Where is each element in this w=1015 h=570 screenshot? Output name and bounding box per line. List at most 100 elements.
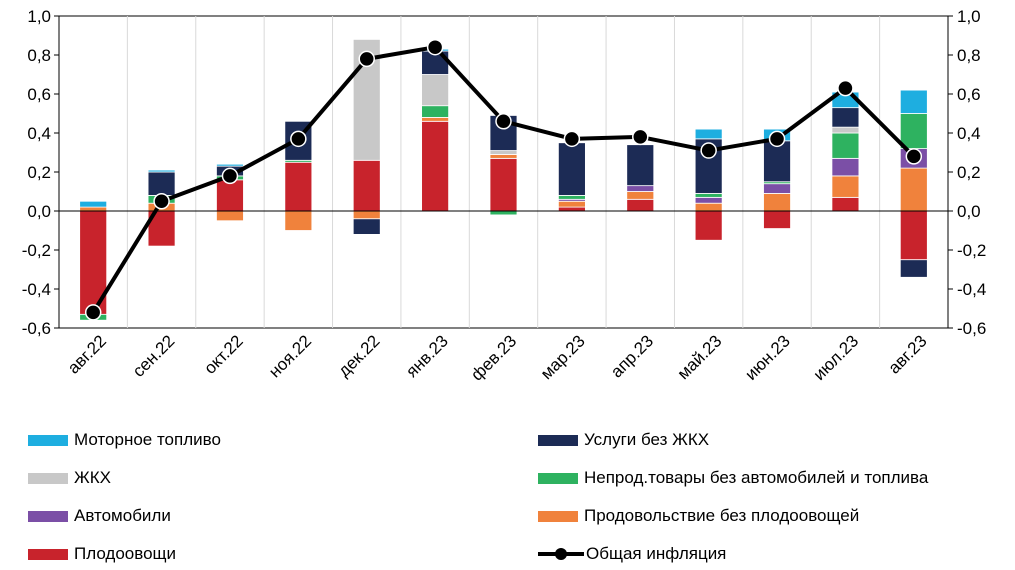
y-tick-label-left: -0,2 <box>22 241 51 260</box>
bar-segment-fruitveg <box>284 161 313 212</box>
inflation-point <box>563 130 581 148</box>
bar-segment-fruitveg <box>216 179 244 212</box>
y-tick-label-left: 0,6 <box>27 85 51 104</box>
legend-label-food: Продовольствие без плодоовощей <box>584 506 860 525</box>
legend-swatch-services <box>538 434 578 446</box>
bar-segment-services <box>626 144 655 187</box>
legend-label-autos: Автомобили <box>74 506 171 525</box>
legend-item-fruitveg: Плодоовощи <box>28 544 176 564</box>
x-tick-label: янв.23 <box>402 331 452 381</box>
bar-segment-autos <box>626 185 655 192</box>
y-tick-label-right: -0,2 <box>957 241 986 260</box>
inflation-point <box>768 130 786 148</box>
bar-segment-fruitveg <box>489 157 518 212</box>
x-tick-label: авг.22 <box>64 331 110 377</box>
x-tick-label: апр.23 <box>607 331 657 381</box>
x-tick-label: фев.23 <box>467 331 520 384</box>
inflation-point <box>221 167 239 185</box>
legend-label-nonfood: Непрод.товары без автомобилей и топлива <box>584 468 929 487</box>
y-tick-label-left: -0,6 <box>22 319 51 338</box>
x-tick-label: дек.22 <box>334 331 383 380</box>
bar-segment-autos <box>831 157 860 177</box>
inflation-point <box>837 79 854 97</box>
bar-segment-food <box>421 117 450 122</box>
y-tick-label-right: -0,6 <box>957 319 986 338</box>
y-tick-label-left: 0,2 <box>27 163 51 182</box>
bar-segment-nonfood <box>489 210 518 216</box>
inflation-point <box>358 50 375 68</box>
bar-segment-nonfood <box>421 105 450 118</box>
x-tick-label: авг.23 <box>884 331 930 377</box>
bar-segment-autos <box>694 196 723 204</box>
bar-segment-services <box>147 171 176 196</box>
bar-segment-food <box>284 210 313 231</box>
legend-item-inflation: Общая инфляция <box>538 544 726 564</box>
legend-label-services: Услуги без ЖКХ <box>584 430 710 449</box>
x-tick-label: ноя.22 <box>265 331 315 381</box>
legend-item-fuel: Моторное топливо <box>28 430 221 450</box>
y-tick-label-right: 0,2 <box>957 163 981 182</box>
bar-segment-fruitveg <box>899 210 928 261</box>
inflation-point <box>426 38 444 56</box>
legend-swatch-food <box>538 510 578 522</box>
x-tick-label: мар.23 <box>537 331 589 383</box>
legend-item-nonfood: Непрод.товары без автомобилей и топлива <box>538 468 928 488</box>
bar-segment-nonfood <box>899 113 928 149</box>
legend-swatch-housing <box>28 472 68 484</box>
inflation-point <box>632 128 649 146</box>
y-tick-label-right: 0,8 <box>957 46 981 65</box>
bar-segment-food <box>79 206 108 212</box>
y-tick-label-left: 0,0 <box>27 202 51 221</box>
legend-item-housing: ЖКХ <box>28 468 111 488</box>
bar-segment-food <box>899 167 928 212</box>
bar-segment-food <box>557 200 586 208</box>
legend-item-autos: Автомобили <box>28 506 171 526</box>
legend-label-inflation: Общая инфляция <box>586 544 727 563</box>
y-tick-label-right: 0,6 <box>957 85 981 104</box>
legend-swatch-autos <box>28 510 68 522</box>
y-tick-label-right: 1,0 <box>957 7 981 26</box>
inflation-point <box>153 193 170 210</box>
legend-line-marker-icon <box>538 548 584 560</box>
bar-segment-services <box>352 218 381 235</box>
bar-segment-food <box>763 193 791 212</box>
inflation-point <box>905 148 923 165</box>
bar-segment-fuel <box>216 163 244 167</box>
y-tick-label-left: 0,8 <box>27 46 51 65</box>
bar-segment-nonfood <box>557 194 586 200</box>
inflation-point <box>84 304 102 321</box>
bar-segment-food <box>352 210 381 220</box>
bar-segment-fruitveg <box>352 159 381 212</box>
bar-segment-nonfood <box>831 132 860 159</box>
y-tick-label-right: -0,4 <box>957 280 986 299</box>
bar-segment-services <box>831 107 860 128</box>
bar-segment-services <box>899 259 928 278</box>
bar-segment-food <box>216 210 244 222</box>
legend-item-food: Продовольствие без плодоовощей <box>538 506 859 526</box>
bar-segment-housing <box>831 126 860 134</box>
bar-segment-fuel <box>79 200 108 208</box>
legend-swatch-fuel <box>28 434 68 446</box>
bar-segment-food <box>831 175 860 198</box>
bar-segment-fruitveg <box>831 196 860 212</box>
bar-segment-fruitveg <box>557 206 586 212</box>
bar-segment-services <box>557 142 586 196</box>
bar-segment-housing <box>489 150 518 155</box>
y-tick-label-right: 0,0 <box>957 202 981 221</box>
bar-segment-fruitveg <box>694 210 723 241</box>
legend: Моторное топливо ЖКХ Автомобили Плодоово… <box>0 425 1015 570</box>
x-tick-label: июл.23 <box>810 331 863 384</box>
legend-label-housing: ЖКХ <box>74 468 111 487</box>
legend-label-fruitveg: Плодоовощи <box>74 544 177 563</box>
bar-segment-fruitveg <box>79 210 108 315</box>
bar-segment-housing <box>421 74 450 107</box>
bar-segment-fuel <box>147 169 176 173</box>
bar-segment-fuel <box>694 128 723 140</box>
bar-segment-fruitveg <box>421 120 450 212</box>
x-tick-label: май.23 <box>674 331 726 383</box>
x-tick-label: окт.22 <box>200 331 246 377</box>
x-tick-label: июн.23 <box>741 331 794 384</box>
legend-label-fuel: Моторное топливо <box>74 430 221 449</box>
y-tick-label-left: 1,0 <box>27 7 51 26</box>
legend-swatch-fruitveg <box>28 548 68 560</box>
